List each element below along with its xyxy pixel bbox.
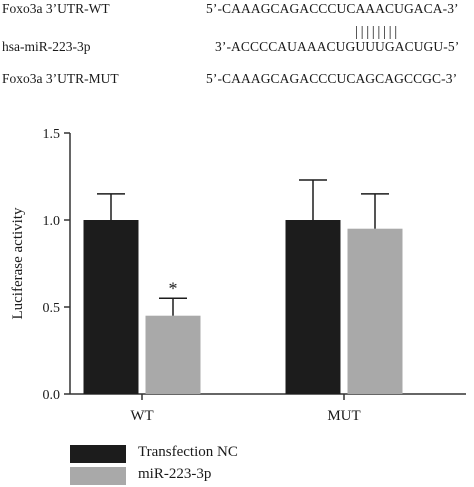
luciferase-bar-chart: 0.0 0.5 1.0 1.5 Luciferase activity WT MUT *	[10, 127, 466, 424]
legend-label-mir: miR-223-3p	[138, 466, 212, 482]
y-tick-label: 1.5	[43, 127, 61, 142]
mut-sequence: 5’-CAAAGCAGACCCUCAGCAGCCGC-3’	[206, 71, 458, 86]
significance-annotation: *	[169, 278, 178, 298]
mir-sequence: 3’-ACCCCAUAAACUGUUUGACUGU-5’	[215, 39, 460, 54]
y-axis-label: Luciferase activity	[10, 207, 26, 320]
x-tick-label-mut: MUT	[327, 408, 360, 424]
y-tick-label: 1.0	[43, 214, 61, 229]
bar-mut-series-1	[347, 228, 403, 394]
wt-label: Foxo3a 3’UTR-WT	[2, 1, 110, 16]
pairing-marks: ||||||||	[355, 24, 400, 40]
y-tick-label: 0.0	[43, 388, 61, 403]
mir-label: hsa-miR-223-3p	[2, 39, 91, 54]
x-tick-label-wt: WT	[130, 408, 153, 424]
plot-area: 0.0 0.5 1.0 1.5 Luciferase activity WT MUT *	[10, 127, 466, 424]
mut-label: Foxo3a 3’UTR-MUT	[2, 71, 119, 86]
legend-label-transfection-nc: Transfection NC	[138, 444, 238, 460]
legend-swatch-transfection-nc	[70, 445, 126, 463]
wt-sequence: 5’-CAAAGCAGACCCUCAAACUGACA-3’	[206, 1, 459, 16]
y-tick-label: 0.5	[43, 301, 61, 316]
bar-mut-series-0	[285, 220, 341, 394]
legend-swatch-mir	[70, 467, 126, 485]
bar-wt-series-1	[145, 315, 201, 394]
sequence-alignment: Foxo3a 3’UTR-WT 5’-CAAAGCAGACCCUCAAACUGA…	[0, 0, 474, 110]
bar-wt-series-0	[83, 220, 139, 394]
pairing-lines-svg: ||||||||	[355, 24, 400, 40]
